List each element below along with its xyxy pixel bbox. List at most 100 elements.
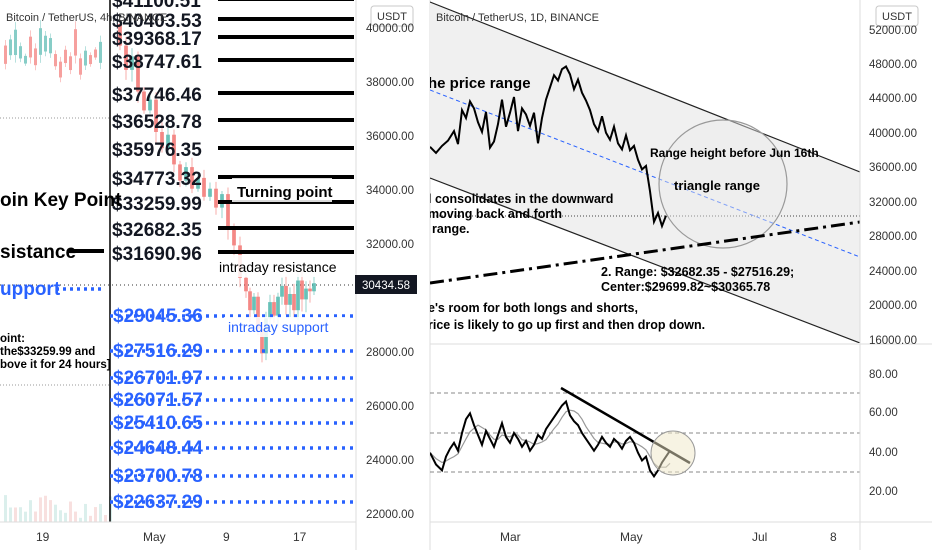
right-x-tick: Jul [752,530,767,544]
price-candle-body [284,285,288,305]
left-x-tick: 17 [293,530,307,544]
volume-bar [79,517,82,522]
price-candle-body [208,188,212,197]
channel-top-line [430,1,860,173]
left-x-axis: 19 May 9 17 [36,530,307,544]
current-price-value: 30434.58 [362,280,410,292]
bg-candle-body [74,29,77,56]
support-level-label: $22637.29 [113,492,203,513]
right-unit-badge[interactable] [875,5,919,27]
right-axis-tick: 24000.00 [869,266,917,278]
bg-candle-body [4,45,7,64]
consolidate-note-2: moving back and forth [428,207,562,221]
bg-candle-body [49,38,52,54]
middle-price-axis[interactable]: USDT 40000.00 38000.00 36000.00 34000.00… [355,5,417,521]
price-line-1d [430,65,667,230]
volume-bar [29,500,32,522]
volume-bar [89,515,92,522]
volume-bar [64,512,67,522]
osc-axis-tick: 60.00 [869,407,898,419]
price-candle-body [196,177,200,189]
consolidate-note-1: l consolidates in the downward [428,192,613,206]
volume-bar [19,507,22,522]
descending-channel [430,2,860,343]
key-point-label: oin Key Point [0,190,122,211]
price-candle-body [154,99,158,132]
support-level-label: $25410.65 [113,413,203,434]
resistance-level-label: $35976.35 [112,140,202,161]
bg-candle-body [99,41,102,63]
bg-candle-body [64,49,67,64]
oscillator-pane [430,386,860,479]
left-panel[interactable]: $41100.51$40403.53$39368.17$38747.61 $377… [0,0,356,522]
intraday-support-label: intraday support [228,319,329,335]
right-price-axis[interactable]: USDT 52000.00 48000.00 44000.00 40000.00… [869,5,919,498]
note-line-2: the$33259.99 and [0,346,95,358]
price-candle-body [256,296,260,330]
resistance-level-label: $34773.32 [112,169,202,190]
resistance-labels: $41100.51$40403.53$39368.17$38747.61 $377… [112,0,202,265]
price-candle-body [260,329,264,354]
right-axis-tick: 36000.00 [869,162,917,174]
right-axis-tick: 28000.00 [869,231,917,243]
price-candle-body [244,277,248,292]
support-level-label: $26071.57 [113,390,203,411]
range-height-note: Range height before Jun 16th [650,146,819,160]
right-axis-tick: 48000.00 [869,59,917,71]
price-candle-body [292,294,296,311]
bg-candle-body [29,36,32,58]
price-candle-body [300,280,304,300]
left-chart-title: Bitcoin / TetherUS, 4h, BINANCE [6,12,167,24]
bg-candle-body [79,58,82,75]
resistance-level-label: $32682.35 [112,220,202,241]
oscillator-signal [430,409,671,468]
price-candle-body [190,167,194,189]
middle-axis-tick: 26000.00 [366,401,414,413]
volume-bar [34,511,37,522]
price-range-note: he price range [428,75,531,92]
volume-bar [4,495,7,522]
price-candle-body [232,229,236,246]
oscillator-line [430,399,671,479]
middle-unit-text: USDT [377,11,407,23]
price-candle-body [130,56,134,70]
resistance-level-label: $38747.61 [112,52,202,73]
bg-candle-body [9,39,12,56]
price-candle-body [304,288,308,300]
bg-candle-body [44,35,47,52]
volume-bar [24,511,27,522]
bg-candle-body [19,46,22,59]
note-line-3: bove it for 24 hours] [0,359,111,371]
bg-candle-body [84,50,87,66]
price-candle-body [166,134,170,149]
volume-bar [99,503,102,522]
middle-axis-tick: 28000.00 [366,347,414,359]
price-candle-body [272,302,276,316]
right-axis-tick: 40000.00 [869,128,917,140]
price-candle-body [214,188,218,208]
resistance-level-label: $41100.51 [112,0,201,12]
right-unit-text: USDT [882,11,912,23]
price-candle-body [288,294,292,305]
price-candle-body [202,177,206,197]
middle-axis-tick: 32000.00 [366,239,414,251]
right-panel[interactable]: he price range l consolidates in the dow… [428,1,932,479]
volume-bar [9,507,12,522]
price-candle-body [160,132,164,149]
price-candle-body [268,302,272,319]
middle-axis-tick: 34000.00 [366,185,414,197]
support-level-label: $23700.78 [113,466,203,487]
price-candle-body [248,291,252,311]
support-lines [110,314,354,504]
bg-candle-body [14,29,17,56]
middle-unit-badge[interactable] [370,5,414,27]
bg-candle-body [69,56,72,71]
triangle-range-circle [658,119,788,249]
right-x-tick: May [620,530,643,544]
resistance-lines [218,0,354,254]
triangle-range-note: triangle range [674,178,760,193]
bg-candle-body [24,55,27,64]
resistance-level-label: $37746.46 [112,85,202,106]
right-x-tick: 8 [830,530,837,544]
price-candle-body [308,288,312,292]
